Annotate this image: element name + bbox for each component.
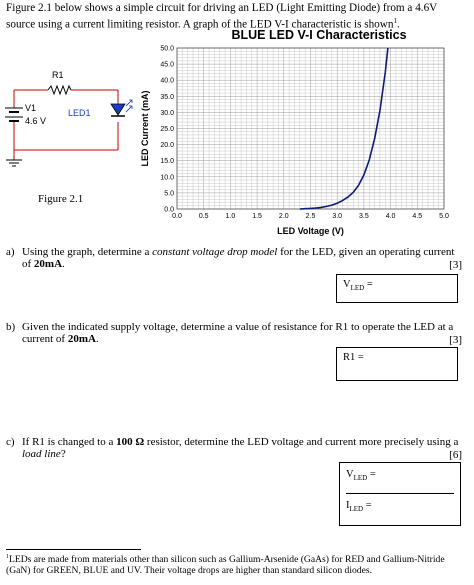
footnote-marker: 1 [6, 554, 9, 560]
question-text-part: 20mA [33, 258, 63, 270]
footnote-text: LEDs are made from materials other than … [6, 554, 445, 577]
circuit-diagram: R1 V1 4.6 V LED1 [5, 70, 133, 167]
y-tick-label: 50.0 [160, 46, 174, 53]
question-text-part: ? [60, 448, 66, 460]
y-tick-label: 40.0 [160, 78, 174, 85]
question-text-part: . [62, 258, 65, 270]
question-text-part: 100 Ω [116, 436, 145, 448]
ground-icon [6, 159, 22, 167]
question-text-part: Using the graph, determine a [22, 246, 153, 258]
answer-box[interactable]: VLED = [336, 274, 458, 303]
answer-box[interactable]: VLED = ILED = [339, 462, 461, 526]
y-axis-label: LED Current (mA) [140, 90, 150, 166]
answer-label-subscript: LED [350, 284, 365, 293]
question-label: c) [6, 436, 15, 448]
answer-equals: = [367, 469, 376, 480]
question-text-part: . [95, 333, 99, 345]
answer-equals: = [364, 279, 373, 290]
question-text-part: load line [22, 448, 61, 460]
question-label: b) [6, 321, 16, 333]
x-tick-label: 3.5 [359, 213, 369, 220]
answer-label-subscript: LED [349, 505, 364, 514]
series-line-led-current [299, 47, 389, 210]
resistor-symbol [47, 84, 72, 96]
x-tick-label: 0.0 [172, 213, 182, 220]
question-text-part: Given the indicated supply voltage, dete… [22, 321, 454, 345]
intro-footnote-marker: 1 [393, 17, 397, 25]
answer-box[interactable]: R1 = [336, 347, 458, 381]
resistor-label: R1 [52, 70, 64, 80]
y-tick-label: 30.0 [160, 110, 174, 117]
question-label: a) [6, 246, 15, 258]
y-tick-label: 20.0 [160, 142, 174, 149]
answer-label-subscript: LED [353, 474, 368, 483]
intro-text: Figure 2.1 below shows a simple circuit … [6, 2, 438, 31]
answer-equals: = [363, 500, 372, 511]
x-tick-label: 4.0 [386, 213, 396, 220]
source-label: V1 [25, 103, 36, 113]
figure-caption: Figure 2.1 [38, 193, 84, 205]
answer-field[interactable]: R1 = [343, 352, 451, 372]
y-tick-label: 45.0 [160, 62, 174, 69]
answer-field[interactable]: ILED = [346, 494, 454, 521]
battery-symbol [5, 107, 23, 122]
question-text-part: 20mA [67, 333, 96, 345]
question-text-part: resistor, determine the LED voltage and … [144, 436, 459, 448]
question-text: If R1 is changed to a 100 Ω resistor, de… [22, 436, 460, 460]
answer-label: R1 [343, 352, 356, 363]
answer-field[interactable]: VLED = [346, 467, 454, 494]
x-tick-label: 2.0 [279, 213, 289, 220]
y-tick-label: 35.0 [160, 94, 174, 101]
question-marks: [3] [449, 259, 462, 271]
question-marks: [3] [449, 334, 462, 346]
answer-label: V [346, 469, 354, 480]
led-symbol [110, 99, 133, 117]
y-tick-label: 10.0 [160, 174, 174, 181]
footnote-divider [6, 549, 141, 550]
question-marks: [6] [449, 449, 462, 461]
y-tick-label: 0.0 [164, 207, 174, 214]
led-vi-chart: 0.0 0.5 1.0 1.5 2.0 2.5 3.0 3.5 4.0 4.5 5.0 0.0 5.0 1… [140, 46, 449, 237]
question-text: Given the indicated supply voltage, dete… [22, 321, 460, 345]
question-text-part: constant voltage drop model [152, 246, 278, 258]
y-tick-label: 25.0 [160, 126, 174, 133]
x-tick-label: 0.5 [199, 213, 209, 220]
question-text-part: for the LED, given an operating current … [22, 246, 455, 270]
led-label: LED1 [68, 108, 91, 118]
source-value: 4.6 V [25, 116, 46, 126]
answer-field[interactable]: VLED = [343, 279, 451, 299]
answer-label: I [346, 500, 350, 511]
intro-text-end: . [396, 18, 400, 31]
intro-paragraph: Figure 2.1 below shows a simple circuit … [6, 2, 468, 32]
footnote: 1LEDs are made from materials other than… [6, 552, 468, 576]
answer-label: V [343, 279, 351, 290]
y-tick-label: 5.0 [164, 190, 174, 197]
chart-title: BLUE LED V-I Characteristics [231, 28, 407, 42]
x-tick-label: 4.5 [412, 213, 422, 220]
x-axis-label: LED Voltage (V) [277, 226, 344, 236]
x-tick-label: 3.0 [332, 213, 342, 220]
answer-equals: = [355, 352, 364, 363]
x-tick-label: 5.0 [439, 213, 449, 220]
question-text-part: If R1 is changed to a [22, 436, 117, 448]
question-text: Using the graph, determine a constant vo… [22, 246, 460, 270]
x-tick-label: 1.5 [252, 213, 262, 220]
x-tick-label: 2.5 [306, 213, 316, 220]
x-tick-label: 1.0 [226, 213, 236, 220]
y-tick-label: 15.0 [160, 158, 174, 165]
